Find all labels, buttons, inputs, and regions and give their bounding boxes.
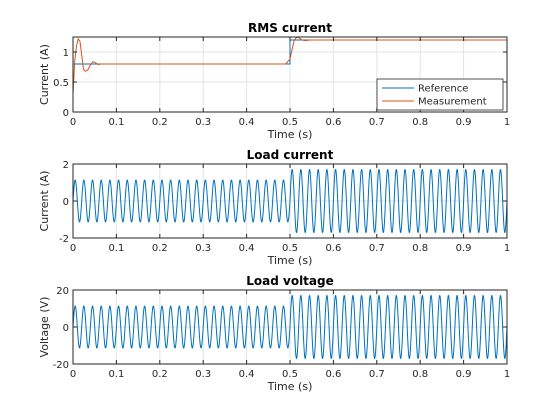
legend: Reference Measurement bbox=[376, 78, 504, 111]
chart-1: 0 0.1 0.2 0.3 0.4 0.5 0.6 0.7 0.8 0.9 1 0 0.5 1 RMS cu… bbox=[38, 21, 510, 141]
legend-box bbox=[376, 78, 504, 111]
series-measurement-line bbox=[73, 37, 507, 95]
x-tick-label: 0.3 bbox=[195, 117, 211, 128]
y-tick-label: 0 bbox=[63, 323, 69, 334]
x-tick-label: 1 bbox=[504, 117, 510, 128]
chart-title: Load voltage bbox=[246, 274, 334, 288]
legend-label-measurement: Measurement bbox=[418, 97, 487, 108]
x-tick-label: 0.8 bbox=[412, 243, 428, 254]
series-1-line bbox=[73, 168, 507, 234]
x-tick-label: 0.7 bbox=[369, 243, 385, 254]
x-tick-label: 0.5 bbox=[282, 243, 298, 254]
y-tick-label: -2 bbox=[59, 234, 69, 245]
chart-3: 0 0.1 0.2 0.3 0.4 0.5 0.6 0.7 0.8 0.9 1-20020Load … bbox=[38, 274, 510, 393]
x-axis-label: Time (s) bbox=[267, 128, 313, 141]
x-tick-label: 0.2 bbox=[152, 117, 168, 128]
x-tick-label: 1 bbox=[504, 243, 510, 254]
x-axis-label: Time (s) bbox=[267, 380, 313, 393]
chart-title: RMS current bbox=[248, 21, 332, 35]
chart-title: Load current bbox=[247, 148, 334, 162]
x-tick-label: 0 bbox=[70, 243, 76, 254]
x-axis-label: Time (s) bbox=[267, 254, 313, 267]
x-tick-label: 0.5 bbox=[282, 369, 298, 380]
x-tick-label: 0 bbox=[70, 117, 76, 128]
x-tick-label: 0.1 bbox=[108, 369, 124, 380]
y-tick-label: 2 bbox=[63, 160, 69, 171]
y-tick-label: 1 bbox=[63, 48, 69, 59]
x-tick-label: 0.1 bbox=[108, 117, 124, 128]
x-tick-label: 0.1 bbox=[108, 243, 124, 254]
y-axis-label: Voltage (V) bbox=[38, 297, 51, 358]
x-tick-label: 0.8 bbox=[412, 369, 428, 380]
y-tick-label: 0 bbox=[63, 108, 69, 119]
x-tick-label: 0.4 bbox=[239, 117, 255, 128]
x-tick-label: 0.7 bbox=[369, 369, 385, 380]
y-tick-label: 0 bbox=[63, 197, 69, 208]
x-tick-label: 0.8 bbox=[412, 117, 428, 128]
x-tick-label: 0.6 bbox=[325, 117, 341, 128]
x-tick-label: 0.5 bbox=[282, 117, 298, 128]
x-tick-label: 0.9 bbox=[456, 243, 472, 254]
x-tick-label: 0.6 bbox=[325, 369, 341, 380]
x-tick-label: 0 bbox=[70, 369, 76, 380]
y-axis-label: Current (A) bbox=[38, 171, 51, 232]
x-tick-label: 0.3 bbox=[195, 369, 211, 380]
legend-label-reference: Reference bbox=[418, 84, 468, 95]
y-axis-label: Current (A) bbox=[38, 44, 51, 105]
x-tick-label: 0.7 bbox=[369, 117, 385, 128]
x-tick-label: 0.9 bbox=[456, 369, 472, 380]
x-tick-label: 0.4 bbox=[239, 369, 255, 380]
series-1-line bbox=[73, 294, 507, 360]
x-tick-label: 0.9 bbox=[456, 117, 472, 128]
x-tick-label: 0.6 bbox=[325, 243, 341, 254]
x-tick-label: 0.4 bbox=[239, 243, 255, 254]
x-tick-label: 0.2 bbox=[152, 369, 168, 380]
x-tick-label: 1 bbox=[504, 369, 510, 380]
x-tick-label: 0.3 bbox=[195, 243, 211, 254]
y-tick-label: 20 bbox=[56, 286, 69, 297]
y-tick-label: -20 bbox=[53, 360, 69, 371]
y-tick-label: 0.5 bbox=[53, 78, 69, 89]
x-tick-label: 0.2 bbox=[152, 243, 168, 254]
